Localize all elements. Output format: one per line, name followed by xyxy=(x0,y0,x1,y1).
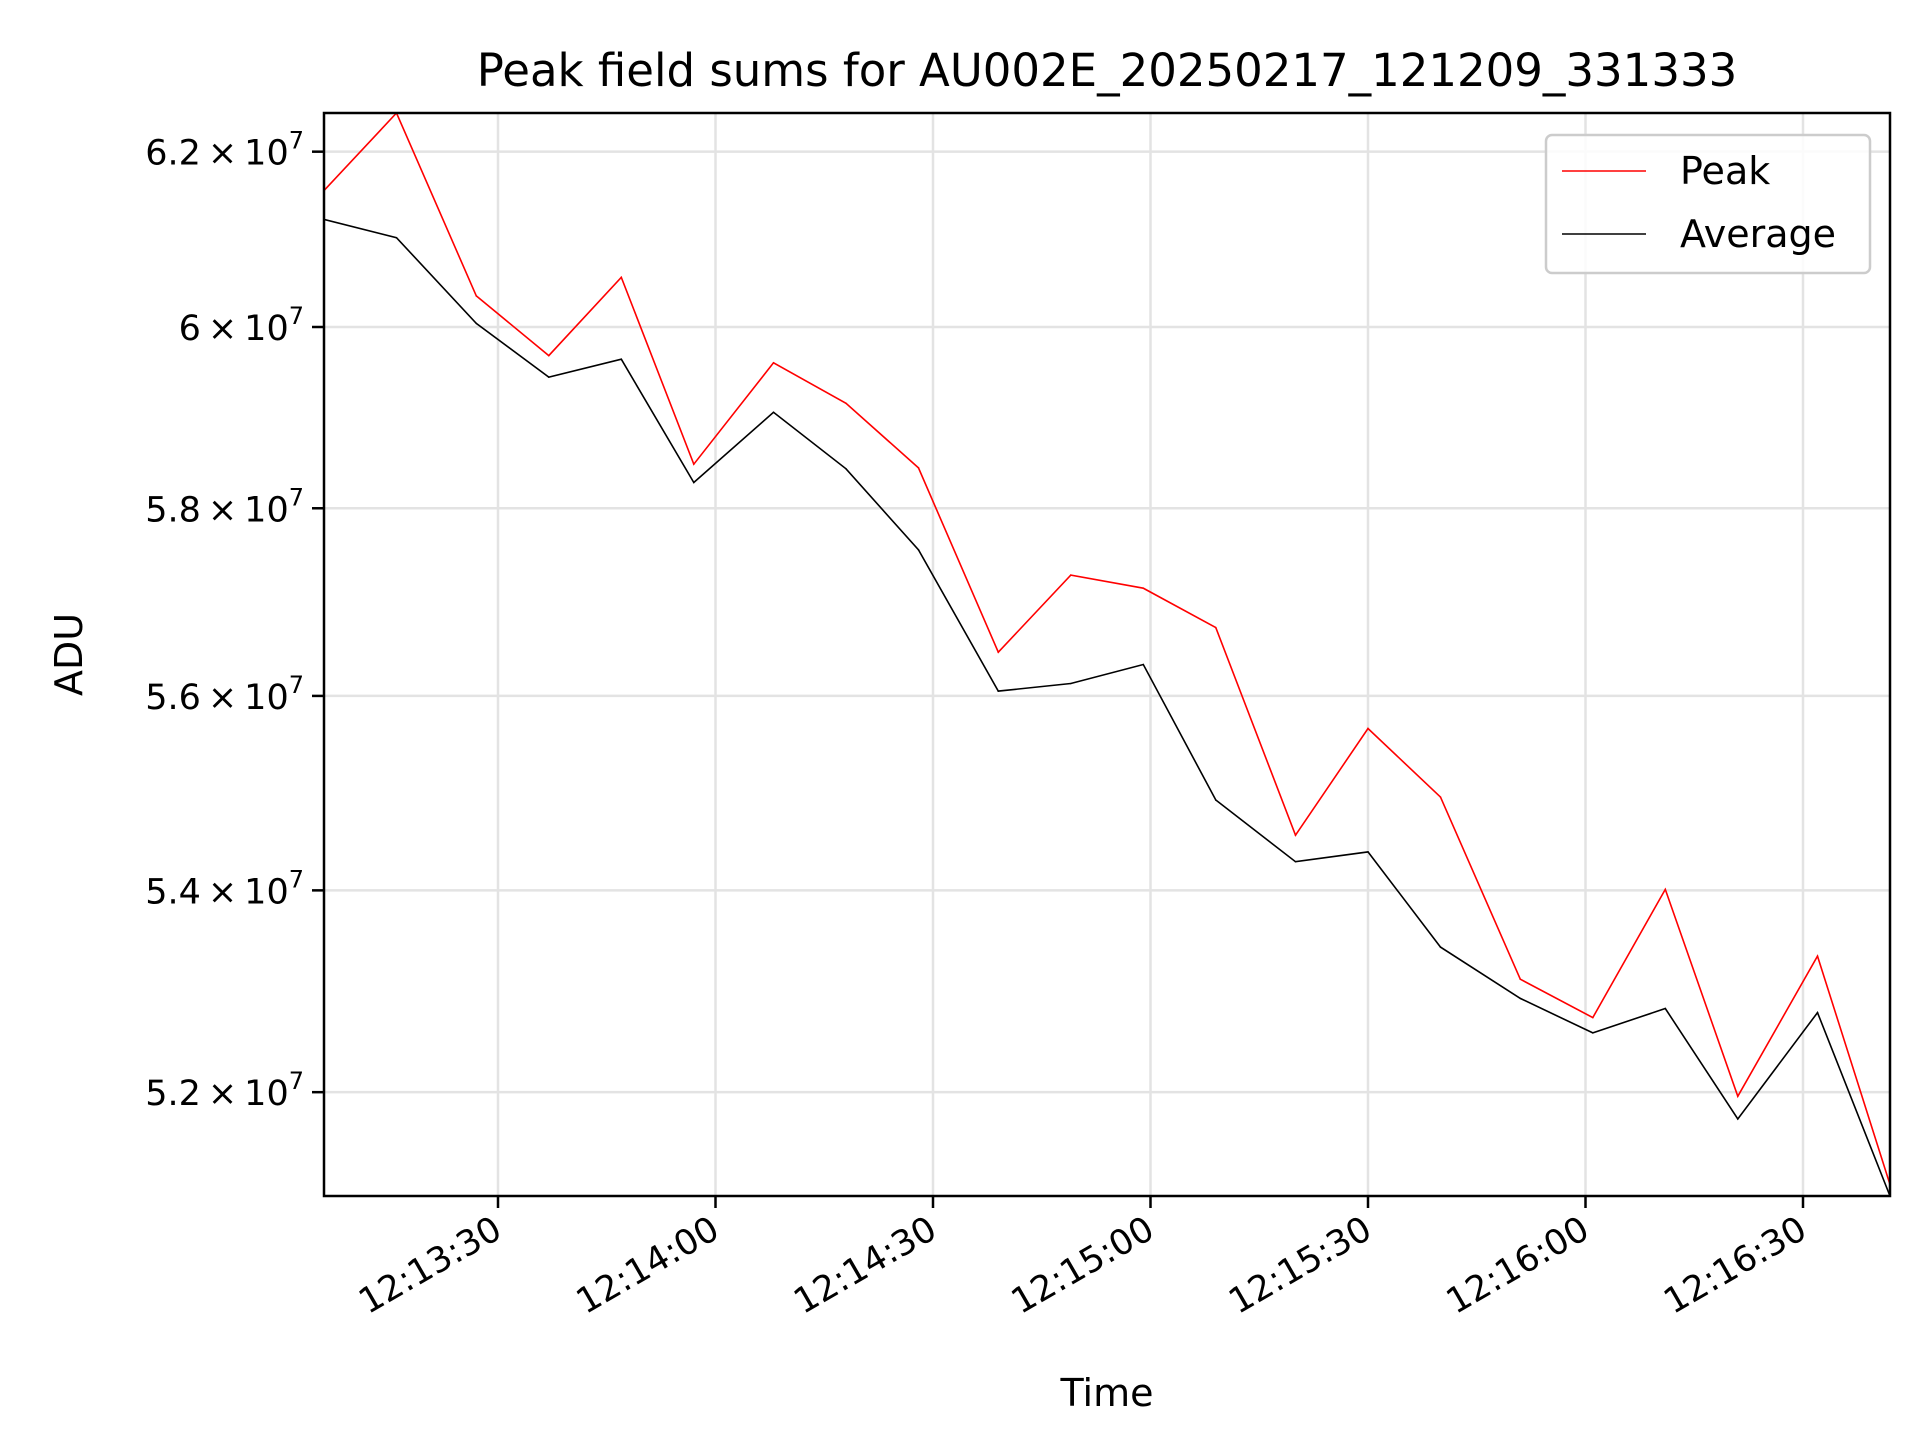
data-point-peak xyxy=(692,463,695,466)
data-point-peak xyxy=(1439,796,1442,798)
x-tick-label: 12:14:30 xyxy=(787,1209,943,1322)
y-tick-label: 5.4 × 107 xyxy=(145,865,304,912)
x-tick-label: 12:13:30 xyxy=(352,1209,508,1322)
data-point-average xyxy=(1664,1007,1667,1010)
series-line-average xyxy=(324,218,1890,1196)
y-tick-base: 10 xyxy=(244,309,289,349)
y-tick-label: 6.2 × 107 xyxy=(145,127,304,174)
data-point-average xyxy=(845,467,847,470)
data-point-average xyxy=(917,549,920,551)
y-tick-base: 10 xyxy=(244,490,289,530)
data-point-peak xyxy=(1519,978,1522,981)
x-axis-label: Time xyxy=(1060,1371,1154,1415)
y-tick-base: 10 xyxy=(244,678,289,718)
y-tick-label: 5.2 × 107 xyxy=(145,1067,304,1114)
data-point-average xyxy=(620,358,623,360)
data-point-peak xyxy=(997,651,1000,653)
data-point-average xyxy=(1294,860,1297,863)
y-tick-exponent: 7 xyxy=(289,302,304,330)
data-point-average xyxy=(1214,799,1217,801)
series-line-peak xyxy=(324,113,1890,1185)
data-point-average xyxy=(1736,1118,1739,1120)
data-point-peak xyxy=(772,361,775,364)
data-point-peak xyxy=(547,354,550,357)
data-point-average xyxy=(547,376,550,378)
y-tick-label: 5.6 × 107 xyxy=(145,671,304,718)
data-point-peak xyxy=(1069,574,1072,576)
data-point-average xyxy=(1519,997,1522,1000)
series-peak xyxy=(324,113,1890,1186)
y-tick-exponent: 7 xyxy=(289,127,304,155)
x-tick-label: 12:15:00 xyxy=(1005,1209,1161,1322)
x-tick-label: 12:16:00 xyxy=(1440,1209,1596,1322)
y-tick-mantissa: 5.2 xyxy=(145,1074,201,1114)
plot-frame xyxy=(322,111,1892,1198)
data-point-average xyxy=(1439,946,1442,948)
y-tick-times: × xyxy=(201,490,244,530)
y-tick-exponent: 7 xyxy=(289,671,304,699)
y-tick-times: × xyxy=(201,134,244,174)
legend-label-average: Average xyxy=(1680,212,1836,256)
x-tick-label: 12:15:30 xyxy=(1222,1209,1378,1322)
legend-box xyxy=(1544,133,1872,275)
x-tick-label: 12:14:00 xyxy=(570,1209,726,1322)
data-point-average xyxy=(475,322,478,325)
y-tick-base: 10 xyxy=(244,1074,289,1114)
data-point-average xyxy=(395,236,398,239)
legend: Peak Average xyxy=(1544,133,1872,275)
y-tick-times: × xyxy=(201,872,244,912)
data-point-average xyxy=(1591,1032,1594,1034)
y-tick-exponent: 7 xyxy=(289,865,304,893)
y-tick-times: × xyxy=(201,678,244,718)
data-point-average xyxy=(1142,663,1145,666)
y-tick-label: 6 × 107 xyxy=(179,302,304,349)
data-point-peak xyxy=(1142,587,1145,589)
data-point-peak xyxy=(1591,1016,1594,1019)
data-point-peak xyxy=(1367,727,1369,730)
data-point-average xyxy=(692,481,695,484)
y-tick-mantissa: 6.2 xyxy=(145,134,201,174)
data-point-peak xyxy=(620,276,623,279)
data-point-peak xyxy=(917,467,920,469)
y-tick-base: 10 xyxy=(244,134,289,174)
y-tick-mantissa: 5.6 xyxy=(145,678,201,718)
data-point-peak xyxy=(1736,1095,1739,1098)
legend-label-peak: Peak xyxy=(1680,149,1770,193)
data-point-peak xyxy=(1294,834,1297,837)
data-point-peak xyxy=(475,295,478,297)
y-tick-exponent: 7 xyxy=(289,1067,304,1095)
y-axis-label: ADU xyxy=(47,613,91,696)
y-tick-times: × xyxy=(201,309,244,349)
y-tick-mantissa: 5.4 xyxy=(145,872,201,912)
data-point-average xyxy=(1816,1011,1819,1014)
data-point-peak xyxy=(845,402,847,405)
data-point-average xyxy=(772,411,775,414)
x-tick-label: 12:16:30 xyxy=(1657,1209,1813,1322)
y-tick-times: × xyxy=(201,1074,244,1114)
y-tick-base: 10 xyxy=(244,872,289,912)
grid-lines xyxy=(324,113,1890,1196)
x-axis: 12:13:30 12:14:00 12:14:30 12:15:00 12:15:30… xyxy=(352,1196,1814,1322)
data-point-peak xyxy=(1816,955,1819,957)
y-tick-mantissa: 5.8 xyxy=(145,490,201,530)
y-tick-mantissa: 6 xyxy=(179,309,201,349)
series-layer xyxy=(324,113,1890,1196)
data-point-peak xyxy=(1214,626,1217,629)
chart-title: Peak field sums for AU002E_20250217_1212… xyxy=(477,44,1737,97)
series-average xyxy=(324,218,1890,1196)
data-point-peak xyxy=(1664,888,1667,891)
y-tick-exponent: 7 xyxy=(289,483,304,511)
y-tick-label: 5.8 × 107 xyxy=(145,483,304,530)
data-point-average xyxy=(997,690,1000,692)
data-point-average xyxy=(1367,851,1369,853)
data-point-average xyxy=(1069,682,1072,685)
